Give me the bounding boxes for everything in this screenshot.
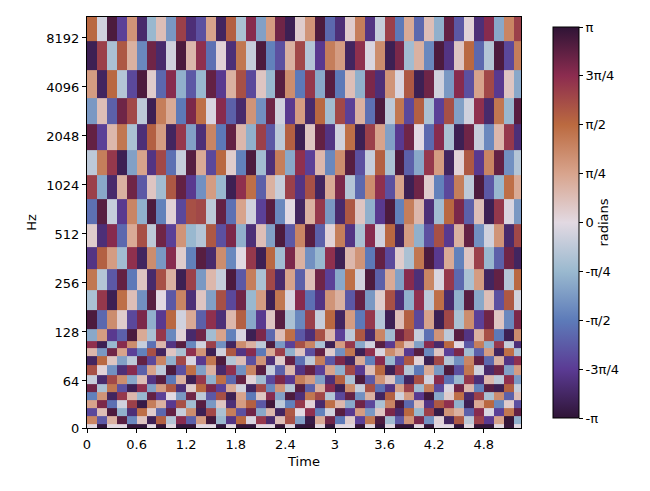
svg-text:-π/2: -π/2: [586, 313, 611, 328]
svg-text:4.2: 4.2: [424, 437, 445, 452]
svg-text:2048: 2048: [46, 129, 79, 144]
svg-text:4.8: 4.8: [473, 437, 494, 452]
svg-text:1.2: 1.2: [176, 437, 197, 452]
svg-text:3.6: 3.6: [374, 437, 395, 452]
svg-text:64: 64: [63, 374, 80, 389]
svg-text:3π/4: 3π/4: [586, 68, 615, 83]
svg-text:π/2: π/2: [586, 117, 606, 132]
svg-text:radians: radians: [596, 198, 611, 246]
svg-text:3: 3: [331, 437, 339, 452]
svg-text:π/4: π/4: [586, 166, 606, 181]
svg-text:0: 0: [83, 437, 91, 452]
svg-text:0.6: 0.6: [126, 437, 147, 452]
svg-text:256: 256: [55, 276, 80, 291]
svg-text:-π/4: -π/4: [586, 264, 611, 279]
svg-text:512: 512: [55, 227, 80, 242]
svg-text:128: 128: [55, 325, 80, 340]
svg-text:π: π: [586, 20, 594, 35]
svg-text:0: 0: [71, 421, 79, 436]
svg-text:0: 0: [586, 215, 594, 230]
svg-text:-3π/4: -3π/4: [586, 362, 619, 377]
svg-text:Time: Time: [287, 454, 320, 469]
svg-text:1.8: 1.8: [225, 437, 246, 452]
svg-text:1024: 1024: [46, 178, 79, 193]
svg-text:2.4: 2.4: [275, 437, 296, 452]
svg-text:4096: 4096: [46, 80, 79, 95]
svg-text:-π: -π: [586, 411, 599, 426]
svg-text:8192: 8192: [46, 31, 79, 46]
svg-text:Hz: Hz: [24, 214, 39, 231]
